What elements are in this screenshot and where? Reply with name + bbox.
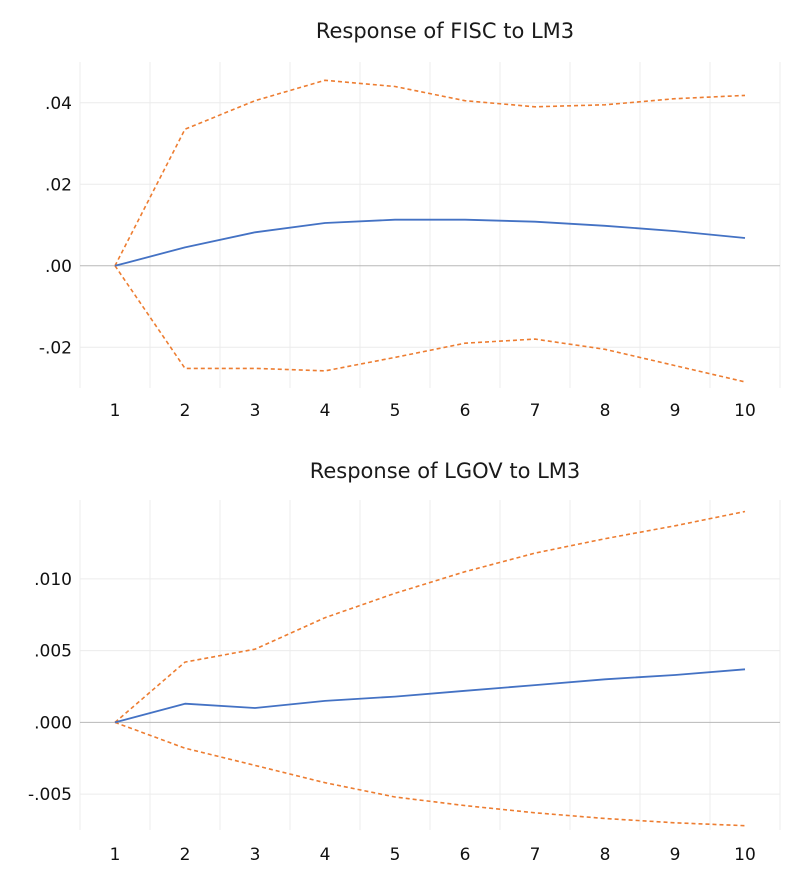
panel-lgov: Response of LGOV to LM3 -.005 .000 .005 .01… <box>28 459 781 865</box>
x-tick-label: 5 <box>390 845 401 865</box>
chart-title: Response of FISC to LM3 <box>316 19 574 43</box>
x-tick-label: 4 <box>320 845 331 865</box>
x-tick-label: 5 <box>390 401 401 421</box>
x-tick-label: 8 <box>600 845 611 865</box>
series-line-lower <box>114 721 746 827</box>
series-line-lower <box>114 265 746 383</box>
x-tick-label: 10 <box>734 845 756 865</box>
x-tick-label: 1 <box>110 401 121 421</box>
y-tick-label: .02 <box>45 175 72 195</box>
series-line-upper <box>114 79 746 267</box>
y-tick-label: -.02 <box>39 338 72 358</box>
series-line-upper <box>114 510 746 724</box>
chart-title: Response of LGOV to LM3 <box>310 459 581 483</box>
y-tick-label: .04 <box>45 94 72 114</box>
x-tick-label: 7 <box>530 845 541 865</box>
x-tick-label: 9 <box>670 845 681 865</box>
x-tick-label: 6 <box>460 845 471 865</box>
y-tick-label: -.005 <box>28 785 72 805</box>
y-tick-label: .010 <box>34 570 72 590</box>
y-tick-label: .005 <box>34 642 72 662</box>
y-tick-label: .000 <box>34 713 72 733</box>
x-tick-label: 7 <box>530 401 541 421</box>
panel-fisc: Response of FISC to LM3 -.02 .00 .02 .04 1 2 3… <box>39 19 781 421</box>
x-tick-label: 8 <box>600 401 611 421</box>
x-tick-label: 3 <box>250 401 261 421</box>
x-tick-label: 1 <box>110 845 121 865</box>
x-tick-label: 6 <box>460 401 471 421</box>
y-tick-label: .00 <box>45 257 72 277</box>
series-line-response <box>114 668 746 724</box>
x-tick-label: 4 <box>320 401 331 421</box>
x-tick-label: 2 <box>180 401 191 421</box>
x-tick-label: 2 <box>180 845 191 865</box>
series-line-response <box>114 218 746 267</box>
x-tick-label: 9 <box>670 401 681 421</box>
x-tick-label: 3 <box>250 845 261 865</box>
x-tick-label: 10 <box>734 401 756 421</box>
